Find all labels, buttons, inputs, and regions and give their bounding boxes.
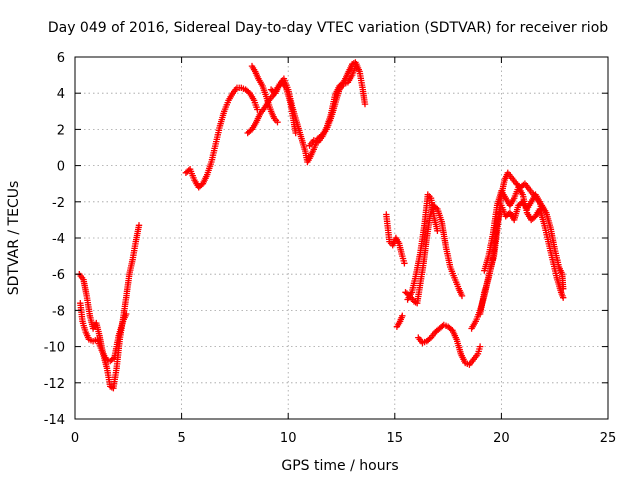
data-point-marker [274,119,281,126]
data-point-marker [123,310,130,318]
chart-title: Day 049 of 2016, Sidereal Day-to-day VTE… [48,20,608,36]
y-tick-label: -10 [44,341,65,356]
data-point-marker [361,100,369,108]
y-tick-label: -8 [52,304,65,319]
data-point-marker [426,335,433,342]
data-point-marker [538,207,546,215]
data-point-marker [399,312,406,319]
data-point-marker [401,260,408,267]
y-tick-label: 0 [57,160,65,175]
data-point-marker [432,204,440,211]
x-tick-label: 5 [177,431,185,446]
y-axis-label: SDTVAR / TECUs [6,181,22,296]
x-tick-label: 25 [600,431,617,446]
x-axis-label: GPS time / hours [281,458,398,474]
y-tick-label: -4 [52,232,65,247]
x-tick-label: 15 [387,431,404,446]
x-tick-label: 20 [493,431,510,446]
y-tick-label: -12 [44,377,65,392]
y-tick-label: -2 [52,196,65,211]
data-markers [76,59,567,392]
x-axis-ticks: 0 5 10 15 20 25 [71,57,616,446]
data-point-marker [254,106,261,113]
x-tick-label: 10 [280,431,297,446]
y-tick-label: 4 [57,87,65,102]
x-tick-label: 0 [71,431,79,446]
y-axis-ticks: -14 -12 -10 -8 -6 -4 -2 0 2 4 6 [44,51,608,428]
data-point-marker [109,355,117,362]
y-tick-label: -14 [44,413,65,428]
y-tick-label: 2 [57,123,65,138]
data-point-marker [434,227,441,234]
y-tick-label: 6 [57,51,65,66]
grid-lines [75,57,608,419]
data-point-marker [458,292,466,300]
data-point-marker [135,222,143,229]
data-point-marker [476,343,484,350]
data-point-marker [560,294,567,301]
y-tick-label: -6 [52,268,65,283]
data-point-marker [352,59,359,66]
